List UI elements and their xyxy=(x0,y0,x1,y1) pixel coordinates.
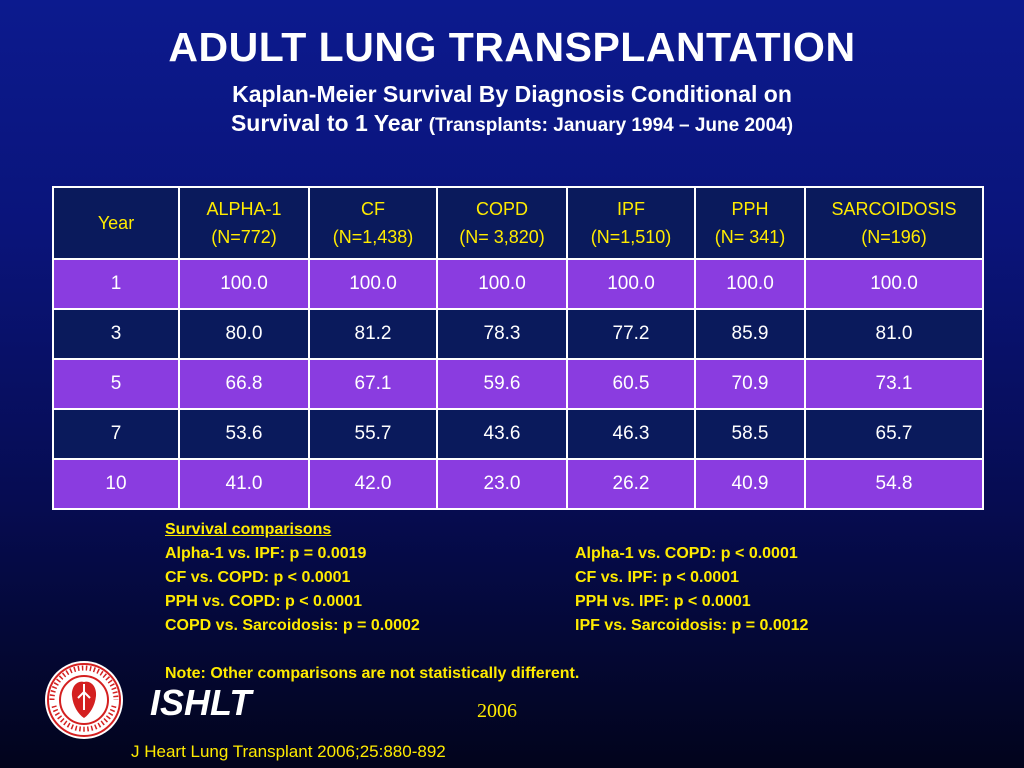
table-cell: 5 xyxy=(52,358,180,410)
table-cell: 23.0 xyxy=(436,458,568,510)
comparison-item: IPF vs. Sarcoidosis: p = 0.0012 xyxy=(575,617,809,634)
table-cell: 78.3 xyxy=(436,308,568,360)
table-cell: 81.2 xyxy=(308,308,438,360)
table-cell: 26.2 xyxy=(566,458,696,510)
table-cell: 81.0 xyxy=(804,308,984,360)
comparisons-grid: Alpha-1 vs. IPF: p = 0.0019 Alpha-1 vs. … xyxy=(165,542,905,638)
comparison-item: CF vs. IPF: p < 0.0001 xyxy=(575,569,740,586)
table-cell: 7 xyxy=(52,408,180,460)
table-cell: 100.0 xyxy=(566,258,696,310)
table-cell: 67.1 xyxy=(308,358,438,410)
table-cell: 85.9 xyxy=(694,308,806,360)
subtitle-line-1: Kaplan-Meier Survival By Diagnosis Condi… xyxy=(232,81,792,107)
column-header-alpha1: ALPHA-1 (N=772) xyxy=(178,186,310,260)
table-cell: 100.0 xyxy=(308,258,438,310)
table-cell: 55.7 xyxy=(308,408,438,460)
comparison-item: CF vs. COPD: p < 0.0001 xyxy=(165,569,351,586)
table-header-row: Year ALPHA-1 (N=772) CF (N=1,438) COPD (N= … xyxy=(52,186,984,260)
column-header-ipf: IPF (N=1,510) xyxy=(566,186,696,260)
table-cell: 66.8 xyxy=(178,358,310,410)
table-cell: 54.8 xyxy=(804,458,984,510)
slide-title: ADULT LUNG TRANSPLANTATION xyxy=(168,24,856,70)
subtitle-date-range: (Transplants: January 1994 – June 2004) xyxy=(428,115,794,136)
column-header-copd: COPD (N= 3,820) xyxy=(436,186,568,260)
org-name: ISHLT xyxy=(150,682,252,723)
table-cell: 46.3 xyxy=(566,408,696,460)
table-cell: 65.7 xyxy=(804,408,984,460)
table-cell: 10 xyxy=(52,458,180,510)
report-year: 2006 xyxy=(477,700,517,722)
column-header-cf: CF (N=1,438) xyxy=(308,186,438,260)
comparison-item: PPH vs. COPD: p < 0.0001 xyxy=(165,593,362,610)
table-cell: 59.6 xyxy=(436,358,568,410)
table-cell: 43.6 xyxy=(436,408,568,460)
subtitle-line-2: Survival to 1 Year (Transplants: January… xyxy=(0,109,1024,140)
column-header-year: Year xyxy=(52,186,180,260)
comparisons-note: Note: Other comparisons are not statisti… xyxy=(165,665,580,682)
table-cell: 1 xyxy=(52,258,180,310)
subtitle-main: Survival to 1 Year xyxy=(230,110,423,136)
table-cell: 58.5 xyxy=(694,408,806,460)
table-cell: 41.0 xyxy=(178,458,310,510)
table-cell: 60.5 xyxy=(566,358,696,410)
column-header-sarcoidosis: SARCOIDOSIS (N=196) xyxy=(804,186,984,260)
slide-subtitle: Kaplan-Meier Survival By Diagnosis Condi… xyxy=(0,80,1024,140)
citation: J Heart Lung Transplant 2006;25:880-892 xyxy=(131,742,446,761)
ishlt-seal-icon xyxy=(44,660,124,740)
comparison-item: COPD vs. Sarcoidosis: p = 0.0002 xyxy=(165,617,420,634)
table-row: 10 41.0 42.0 23.0 26.2 40.9 54.8 xyxy=(52,458,984,510)
table-row: 7 53.6 55.7 43.6 46.3 58.5 65.7 xyxy=(52,408,984,460)
table-cell: 100.0 xyxy=(178,258,310,310)
table-cell: 3 xyxy=(52,308,180,360)
table-row: 1 100.0 100.0 100.0 100.0 100.0 100.0 xyxy=(52,258,984,310)
comparison-item: Alpha-1 vs. COPD: p < 0.0001 xyxy=(575,545,798,562)
table-cell: 100.0 xyxy=(804,258,984,310)
comparison-item: PPH vs. IPF: p < 0.0001 xyxy=(575,593,751,610)
table-cell: 100.0 xyxy=(436,258,568,310)
column-header-pph: PPH (N= 341) xyxy=(694,186,806,260)
table-cell: 80.0 xyxy=(178,308,310,360)
table-cell: 73.1 xyxy=(804,358,984,410)
table-cell: 70.9 xyxy=(694,358,806,410)
table-cell: 40.9 xyxy=(694,458,806,510)
survival-comparisons: Survival comparisons Alpha-1 vs. IPF: p … xyxy=(165,518,905,686)
table-row: 5 66.8 67.1 59.6 60.5 70.9 73.1 xyxy=(52,358,984,410)
comparisons-heading: Survival comparisons xyxy=(165,521,332,538)
survival-table: Year ALPHA-1 (N=772) CF (N=1,438) COPD (N= … xyxy=(52,186,984,510)
comparison-item: Alpha-1 vs. IPF: p = 0.0019 xyxy=(165,545,367,562)
table-cell: 42.0 xyxy=(308,458,438,510)
table-cell: 53.6 xyxy=(178,408,310,460)
table-cell: 100.0 xyxy=(694,258,806,310)
table-row: 3 80.0 81.2 78.3 77.2 85.9 81.0 xyxy=(52,308,984,360)
table-cell: 77.2 xyxy=(566,308,696,360)
